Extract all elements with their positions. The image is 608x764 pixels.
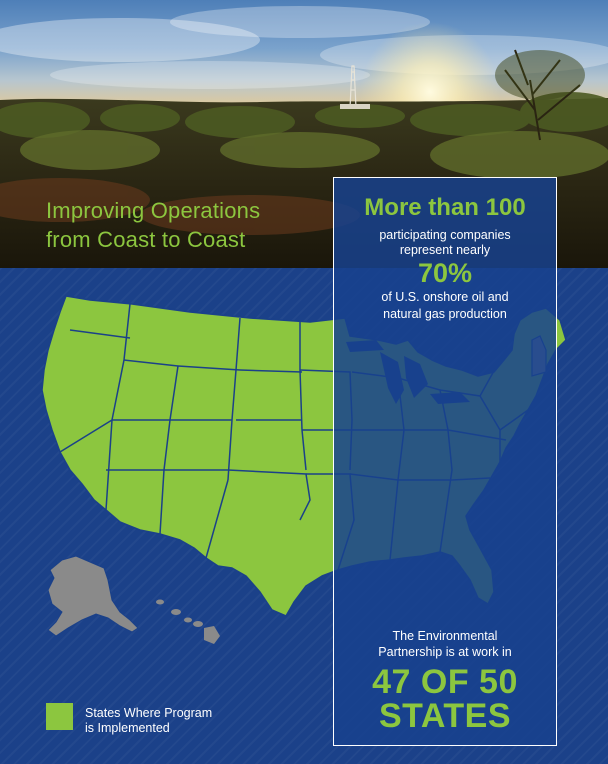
legend-label: States Where Program is Implemented bbox=[85, 706, 213, 735]
production-description: of U.S. onshore oil and natural gas prod… bbox=[381, 290, 509, 321]
partnership-description: The Environmental Partnership is at work… bbox=[378, 629, 512, 659]
companies-description: participating companies represent nearly bbox=[379, 228, 511, 257]
stats-panel: More than 100 participating companies re… bbox=[333, 177, 557, 746]
hawaii-state bbox=[156, 599, 220, 644]
drilling-rig-icon bbox=[340, 65, 370, 109]
companies-headline: More than 100 bbox=[364, 194, 526, 221]
legend-swatch bbox=[46, 703, 73, 730]
page-title: Improving Operations from Coast to Coast bbox=[46, 198, 261, 252]
states-count: 47 OF 50 STATES bbox=[372, 663, 518, 735]
alaska-state bbox=[47, 555, 139, 637]
production-percent: 70% bbox=[417, 258, 473, 288]
